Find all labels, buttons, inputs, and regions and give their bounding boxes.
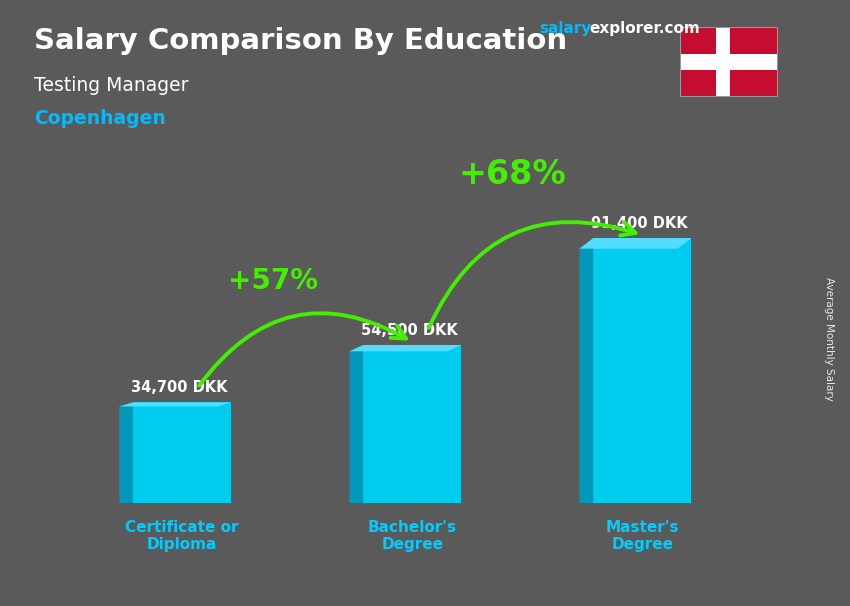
Polygon shape bbox=[349, 345, 363, 503]
Polygon shape bbox=[580, 238, 593, 503]
Polygon shape bbox=[133, 402, 231, 503]
Text: +68%: +68% bbox=[458, 158, 566, 191]
Polygon shape bbox=[119, 402, 133, 503]
Text: Salary Comparison By Education: Salary Comparison By Education bbox=[34, 27, 567, 55]
Text: explorer.com: explorer.com bbox=[589, 21, 700, 36]
Polygon shape bbox=[349, 345, 462, 351]
FancyBboxPatch shape bbox=[680, 54, 778, 70]
Text: 91,400 DKK: 91,400 DKK bbox=[591, 216, 688, 231]
FancyBboxPatch shape bbox=[717, 27, 730, 97]
Polygon shape bbox=[580, 238, 691, 248]
Text: salary: salary bbox=[540, 21, 592, 36]
Polygon shape bbox=[593, 238, 691, 503]
Text: Testing Manager: Testing Manager bbox=[34, 76, 189, 95]
Text: Copenhagen: Copenhagen bbox=[34, 109, 166, 128]
Polygon shape bbox=[363, 345, 462, 503]
Text: 54,500 DKK: 54,500 DKK bbox=[360, 323, 457, 338]
FancyBboxPatch shape bbox=[680, 27, 778, 97]
Polygon shape bbox=[119, 402, 231, 407]
Text: +57%: +57% bbox=[228, 267, 318, 295]
Text: Average Monthly Salary: Average Monthly Salary bbox=[824, 278, 834, 401]
Text: 34,700 DKK: 34,700 DKK bbox=[131, 380, 228, 395]
